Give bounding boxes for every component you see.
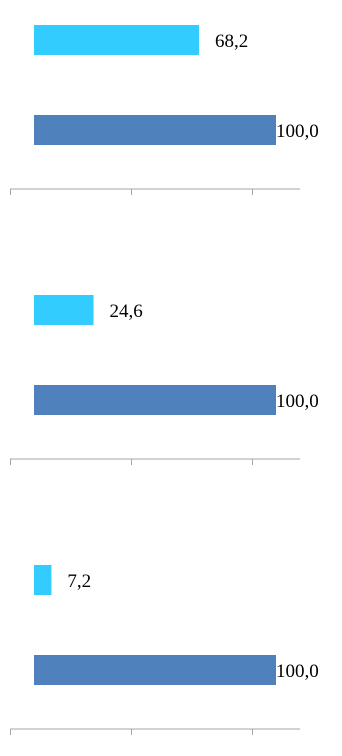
chart-3-data-label-2: 100,0	[276, 661, 319, 682]
chart-1-bar-1	[34, 25, 200, 55]
chart-2-bar-1	[34, 295, 94, 325]
chart-1-data-label-2: 100,0	[276, 121, 319, 142]
chart-3-data-label-1: 7,2	[67, 571, 91, 592]
chart-2-bar-2	[34, 385, 276, 415]
chart-2-data-label-2: 100,0	[276, 391, 319, 412]
chart-1-bar-2	[34, 115, 276, 145]
chart-3-bar-2	[34, 655, 276, 685]
chart-2-data-label-1: 24,6	[110, 301, 143, 322]
chart-1-data-label-1: 68,2	[215, 31, 248, 52]
chart-3-bar-1	[34, 565, 52, 595]
